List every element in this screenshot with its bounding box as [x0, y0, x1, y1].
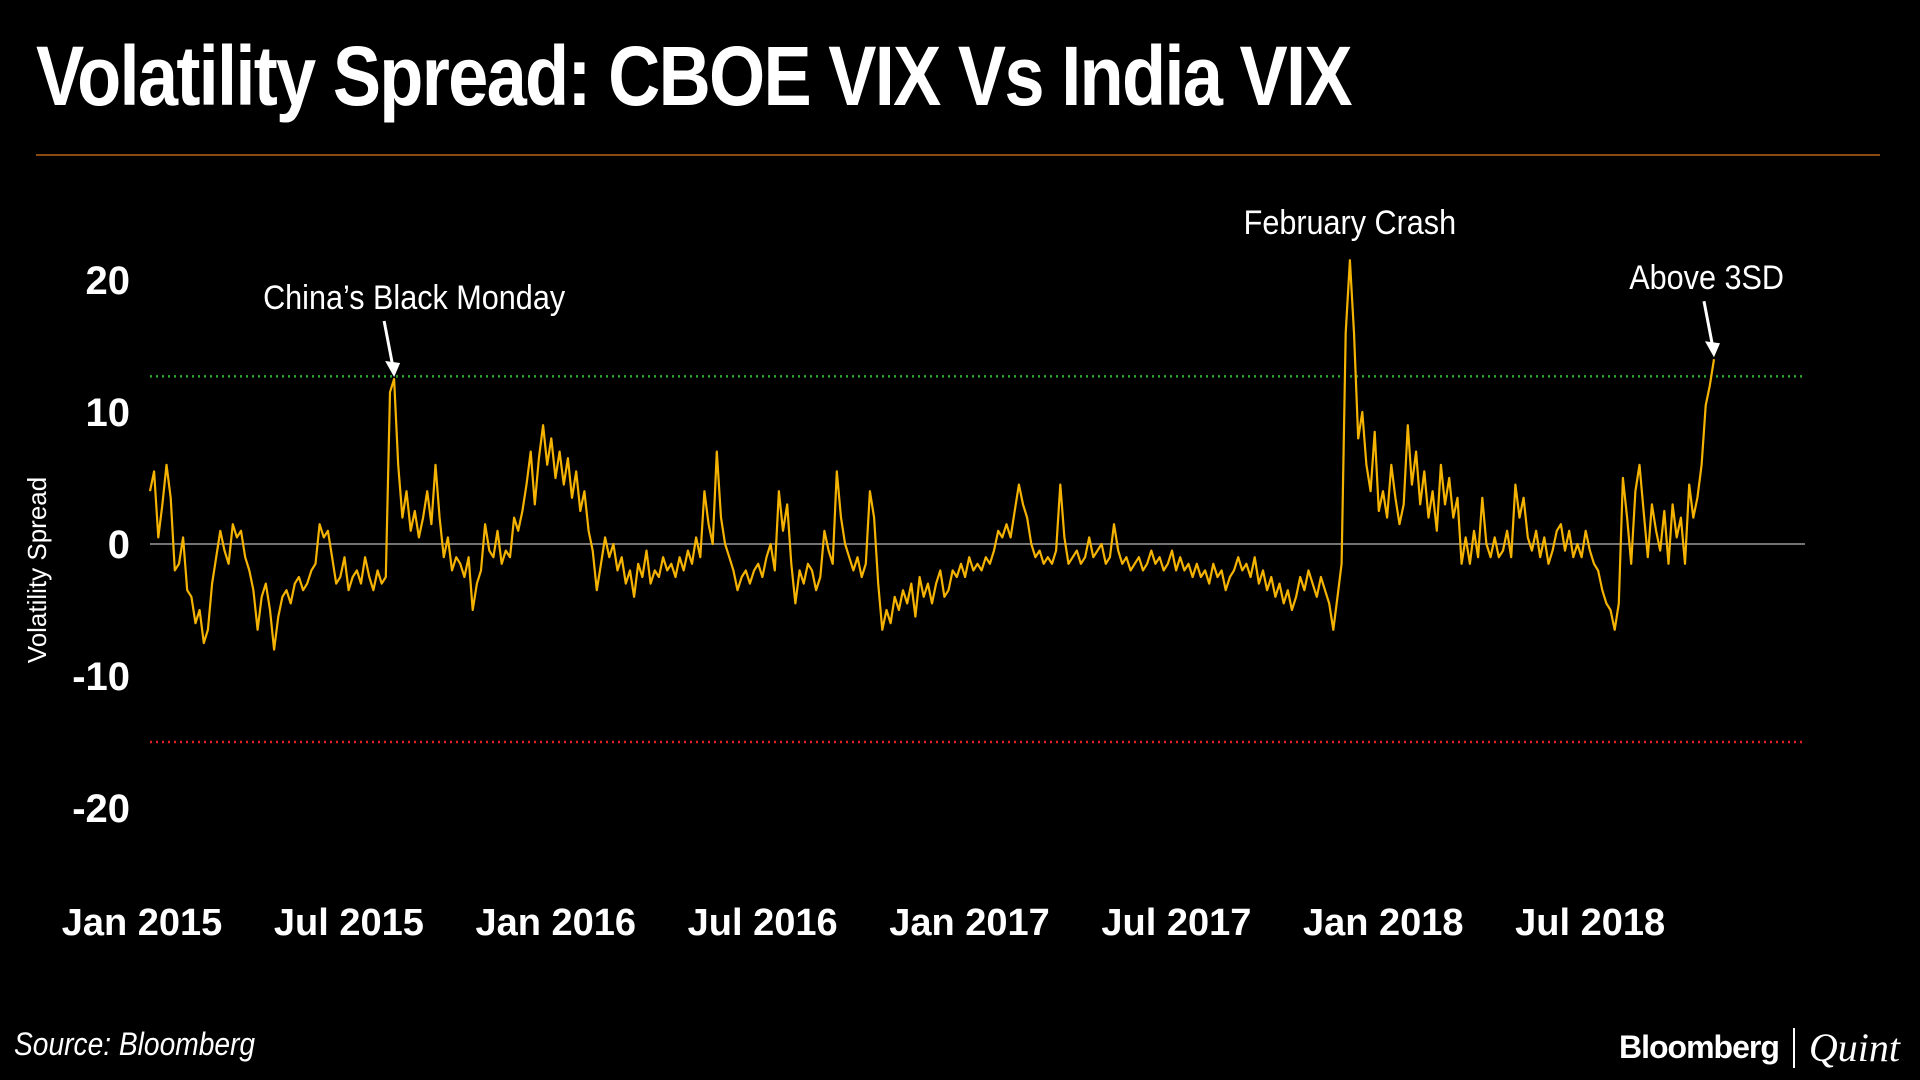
- chart-area: 20 10 0 -10 -20 Jan 2015 Jul 2015 Jan 2016 Jul …: [0, 0, 1920, 1080]
- x-tick-label: Jul 2016: [688, 902, 838, 944]
- annotations-layer: China’s Black Monday February Crash Above …: [263, 204, 1784, 377]
- brand-logo: Bloomberg Quint: [1619, 1024, 1900, 1071]
- annotation-label: February Crash: [1244, 204, 1456, 242]
- x-tick-label: Jul 2018: [1515, 902, 1665, 944]
- x-tick-label: Jan 2015: [62, 902, 223, 944]
- x-tick-label: Jul 2015: [274, 902, 424, 944]
- reference-lines: [150, 376, 1805, 742]
- y-tick-label: -20: [72, 787, 130, 831]
- brand-separator: [1793, 1028, 1795, 1068]
- series-layer: [150, 260, 1714, 649]
- y-tick-label: 20: [86, 259, 131, 303]
- series-line: [150, 260, 1714, 649]
- y-axis-label: Volatility Spread: [22, 477, 52, 663]
- annotation-arrowhead: [385, 361, 400, 377]
- x-tick-label: Jan 2018: [1303, 902, 1464, 944]
- annotation-arrowhead: [1705, 341, 1720, 357]
- annotation-label: China’s Black Monday: [263, 279, 566, 317]
- y-tick-labels: 20 10 0 -10 -20: [72, 259, 130, 831]
- source-note: Source: Bloomberg: [14, 1026, 255, 1063]
- y-tick-label: 0: [108, 523, 130, 567]
- x-tick-label: Jan 2016: [475, 902, 636, 944]
- brand-secondary: Quint: [1809, 1024, 1900, 1071]
- x-tick-label: Jul 2017: [1101, 902, 1251, 944]
- y-tick-label: -10: [72, 655, 130, 699]
- annotation-label: Above 3SD: [1629, 259, 1784, 297]
- x-tick-label: Jan 2017: [889, 902, 1050, 944]
- brand-primary: Bloomberg: [1619, 1029, 1779, 1066]
- y-tick-label: 10: [86, 391, 131, 435]
- x-tick-labels: Jan 2015 Jul 2015 Jan 2016 Jul 2016 Jan 2017…: [62, 902, 1665, 944]
